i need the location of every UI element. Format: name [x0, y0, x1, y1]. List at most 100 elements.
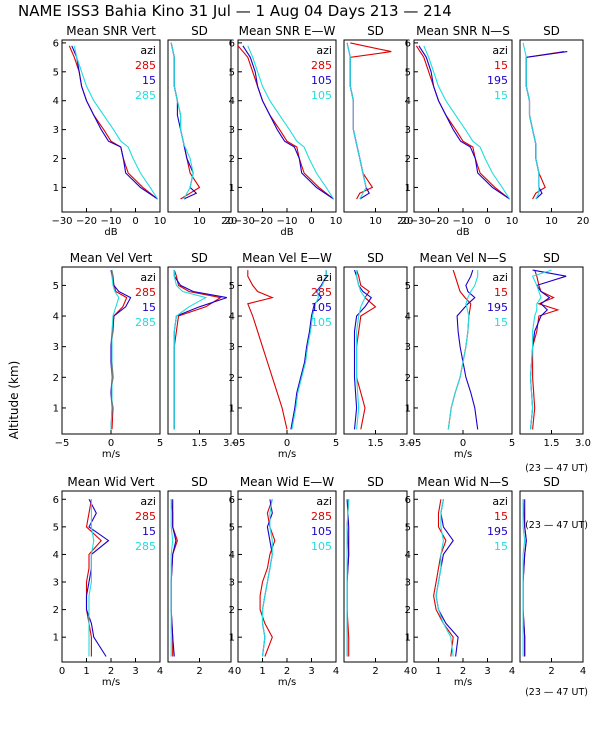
y-tick-label: 6 — [405, 38, 411, 49]
x-tick-label: 1.5 — [544, 438, 560, 449]
panel-sd-snr-n-s: SD 10 20 — [519, 24, 589, 227]
series-line — [456, 269, 479, 430]
panel-mean-wid-vert: Mean Wid Vert 1 2 3 4 5 6 0 1 2 3 4 m/s azi 285 15 285 — [53, 475, 164, 688]
x-tick-label: 10 — [545, 216, 558, 227]
series-line — [433, 499, 454, 657]
x-tick-label: −20 — [428, 216, 449, 227]
x-tick-label: 5 — [509, 438, 515, 449]
series-line — [85, 499, 110, 657]
x-tick-label: 0 — [132, 216, 138, 227]
x-tick-label: 2 — [196, 666, 202, 677]
y-tick-label: 2 — [229, 154, 235, 165]
panel-title: Mean Vel E—W — [242, 251, 332, 265]
x-tick-label: 4 — [157, 666, 163, 677]
legend-entry: 15 — [494, 316, 508, 329]
y-axis-label: Altitude (km) — [7, 361, 21, 440]
legend-heading: azi — [140, 495, 156, 508]
legend-entry: 105 — [311, 301, 332, 314]
legend-heading: azi — [492, 44, 508, 57]
ut-note-row3: (23 — 47 UT) — [525, 687, 588, 698]
series-line — [290, 270, 327, 430]
y-tick-label: 2 — [53, 373, 59, 384]
panel-title: Mean Vel N—S — [420, 251, 507, 265]
legend-entry: 285 — [311, 59, 332, 72]
y-tick-label: 3 — [53, 578, 59, 589]
x-tick-label: 0 — [484, 216, 490, 227]
y-tick-label: 6 — [405, 495, 411, 506]
x-tick-label: 4 — [228, 666, 234, 677]
legend-entry: 15 — [142, 74, 156, 87]
legend-heading: azi — [316, 44, 332, 57]
y-tick-label: 6 — [53, 38, 59, 49]
series-line — [71, 45, 158, 200]
y-tick-label: 1 — [229, 183, 235, 194]
legend-entry: 195 — [487, 74, 508, 87]
series-line — [346, 499, 350, 657]
legend-entry: 15 — [142, 525, 156, 538]
x-tick-label: −10 — [100, 216, 121, 227]
x-tick-label: 4 — [509, 666, 515, 677]
x-tick-label: 20−30 — [397, 216, 431, 227]
y-tick-label: 3 — [405, 125, 411, 136]
x-tick-label: 2 — [108, 666, 114, 677]
y-tick-label: 6 — [229, 495, 235, 506]
x-tick-label: −10 — [452, 216, 473, 227]
panel-frame — [167, 39, 232, 213]
legend-entry: 195 — [487, 525, 508, 538]
series-line — [529, 269, 552, 430]
panel-mean-snr-vert: Mean SNR Vert 1 2 3 4 5 6 −30 −20 −10 0 10 dB azi 285 1… — [51, 24, 166, 238]
panel-title: Mean Wid Vert — [67, 475, 154, 489]
figure-title: NAME ISS3 Bahia Kino 31 Jul — 1 Aug 04 D… — [18, 2, 452, 20]
panel-frame — [343, 490, 408, 663]
y-tick-label: 2 — [405, 605, 411, 616]
y-tick-label: 3 — [229, 578, 235, 589]
legend-entry: 285 — [135, 59, 156, 72]
y-tick-label: 6 — [229, 38, 235, 49]
series-line — [418, 45, 510, 200]
y-tick-label: 4 — [229, 550, 235, 561]
panel-mean-snr-e-w: Mean SNR E—W 1 2 3 4 5 6 20−30−20 −10 0 10 dB azi 285… — [221, 24, 342, 238]
y-tick-label: 2 — [405, 373, 411, 384]
x-tick-label: 4 — [333, 666, 339, 677]
y-tick-label: 5 — [405, 281, 411, 292]
series-line — [110, 270, 120, 430]
series-line — [525, 51, 568, 200]
legend-entry: 285 — [135, 89, 156, 102]
legend-entry: 15 — [494, 89, 508, 102]
x-tick-label: 4 — [580, 666, 586, 677]
y-tick-label: 4 — [405, 96, 411, 107]
panel-title: SD — [191, 475, 208, 489]
panel-title: Mean Vel Vert — [70, 251, 153, 265]
x-tick-label: 3.0 — [399, 438, 415, 449]
x-tick-label: −10 — [276, 216, 297, 227]
y-tick-label: 1 — [405, 403, 411, 414]
panel-mean-vel-e-w: Mean Vel E—W 1 2 3 4 5 −5 0 5 m/s azi 285 105 105 — [229, 251, 340, 460]
panel-title: SD — [367, 475, 384, 489]
series-line — [170, 42, 201, 200]
y-tick-label: 2 — [53, 605, 59, 616]
x-tick-label: 2 — [372, 666, 378, 677]
x-tick-label: 1.5 — [192, 438, 208, 449]
series-line — [170, 499, 177, 657]
legend-entry: 195 — [487, 301, 508, 314]
series-line — [349, 42, 392, 200]
panel-title: Mean SNR N—S — [416, 24, 510, 38]
x-tick-label: 3.0 — [575, 438, 591, 449]
legend-entry: 105 — [311, 316, 332, 329]
legend-entry: 15 — [494, 540, 508, 553]
y-tick-label: 4 — [229, 312, 235, 323]
series-line — [73, 45, 159, 200]
ut-note-row1: (23 — 47 UT) — [525, 520, 588, 531]
x-tick-label: 10 — [506, 216, 519, 227]
series-line — [529, 269, 567, 430]
panel-sd-wid-n-s: SD 2 4 — [519, 475, 586, 677]
panel-frame — [519, 490, 584, 663]
panel-title: Mean SNR E—W — [239, 24, 336, 38]
panel-sd-snr-vert: SD 10 20 — [167, 24, 237, 227]
y-tick-label: 1 — [53, 633, 59, 644]
legend-entry: 105 — [311, 540, 332, 553]
series-line — [423, 45, 511, 200]
panel-title: SD — [543, 475, 560, 489]
x-tick-label: 2 — [460, 666, 466, 677]
